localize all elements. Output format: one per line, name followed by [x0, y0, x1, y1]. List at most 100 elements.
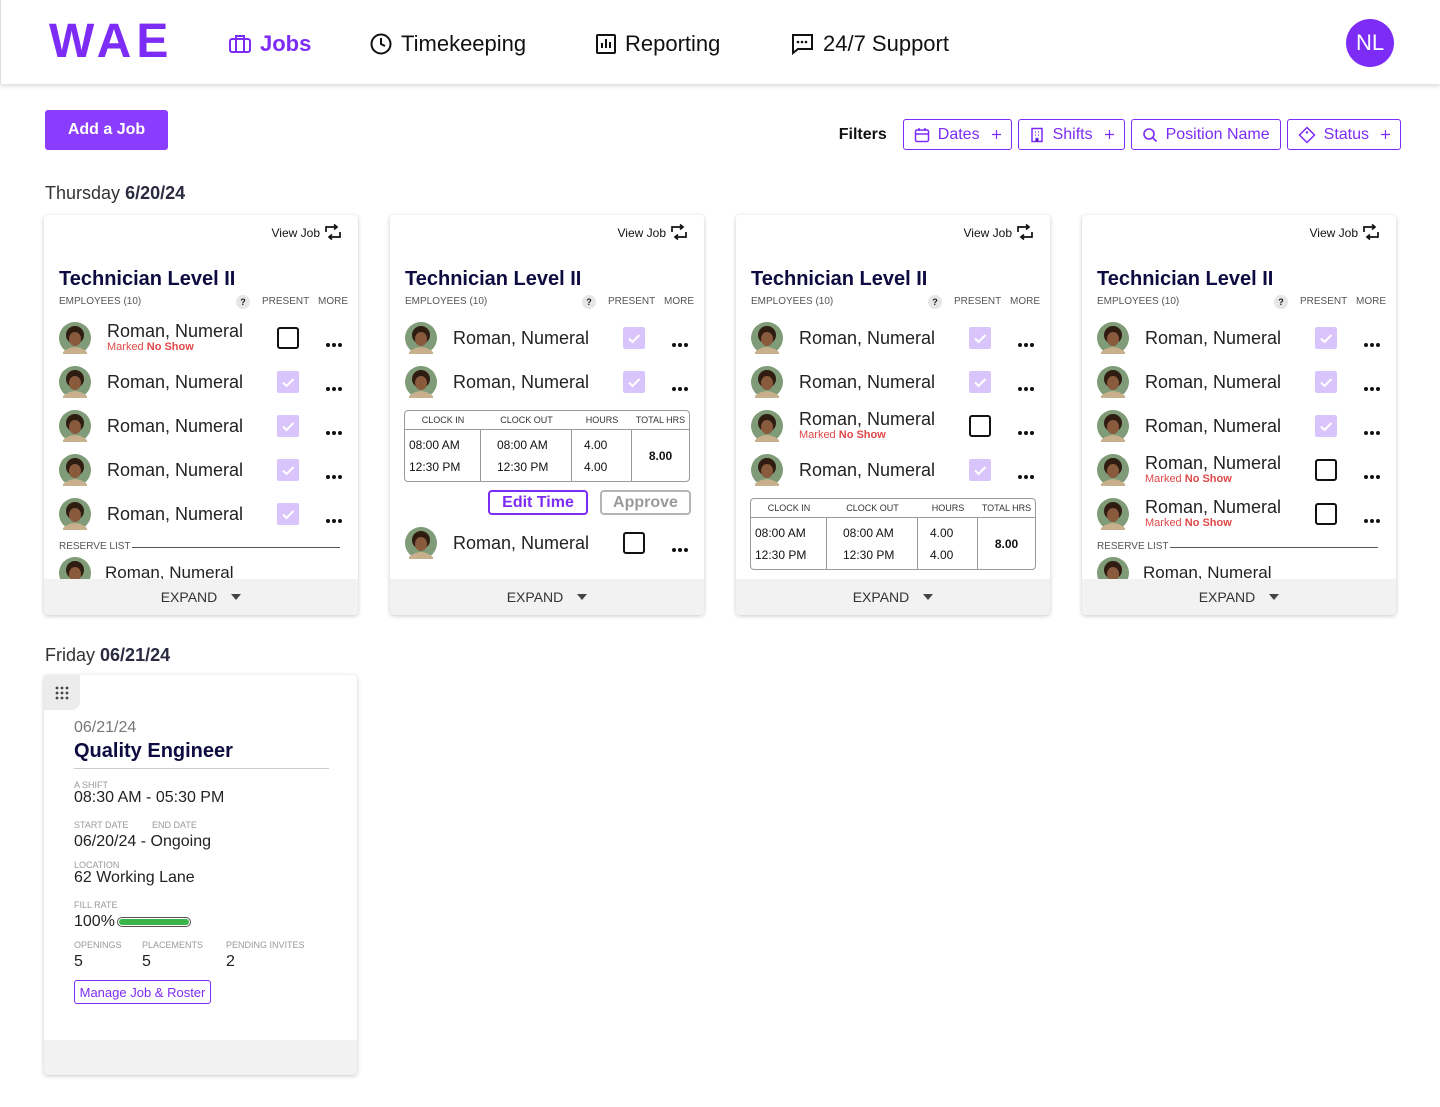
- more-menu[interactable]: [1017, 335, 1035, 353]
- present-checkbox-part-part: [1320, 422, 1333, 432]
- present-checkbox-part: [277, 459, 299, 481]
- column-label: PRESENT: [954, 296, 1002, 307]
- present-checkbox[interactable]: [277, 503, 299, 530]
- help-badge[interactable]: ?: [1274, 295, 1288, 309]
- column-label: EMPLOYEES (10): [751, 296, 834, 307]
- more-menu[interactable]: [671, 335, 689, 353]
- drag-handle[interactable]: [44, 675, 80, 710]
- more-menu[interactable]: [671, 379, 689, 397]
- nav-jobs[interactable]: Jobs: [229, 28, 311, 60]
- repeat-icon[interactable]: [1362, 223, 1380, 245]
- timesheet-header: TOTAL HRS: [632, 411, 689, 430]
- card-footer: [44, 1040, 357, 1075]
- more-menu[interactable]: [1017, 379, 1035, 397]
- help-badge[interactable]: ?: [236, 295, 250, 309]
- fill-bar: [119, 919, 189, 925]
- more-menu[interactable]: [1363, 335, 1381, 353]
- filter-button[interactable]: Shifts: [1017, 119, 1125, 150]
- present-checkbox-part-part: [282, 422, 295, 432]
- more-menu[interactable]: [671, 540, 689, 558]
- present-checkbox-part-part: [974, 466, 987, 476]
- more-menu[interactable]: [1363, 423, 1381, 441]
- edit-time-button[interactable]: Edit Time: [488, 490, 588, 515]
- view-job-link[interactable]: View Job: [963, 226, 1012, 240]
- filter-icon-part-part: [1152, 136, 1157, 142]
- day-heading: Friday 06/21/24: [45, 644, 170, 666]
- employee-avatar-part-part: [755, 479, 779, 486]
- present-checkbox[interactable]: [623, 371, 645, 398]
- employee-name: Roman, Numeral: [107, 321, 244, 341]
- present-checkbox[interactable]: [623, 327, 645, 354]
- column-label: EMPLOYEES (10): [1097, 296, 1180, 307]
- timesheet-cell: 12:30 PM: [497, 459, 549, 474]
- present-checkbox[interactable]: [1315, 503, 1337, 530]
- more-menu[interactable]: [325, 511, 343, 529]
- expand-bar[interactable]: EXPAND: [44, 579, 358, 615]
- more-menu[interactable]: [1363, 511, 1381, 529]
- approve-button[interactable]: Approve: [600, 490, 691, 515]
- more-menu-part-part: [338, 343, 342, 347]
- present-checkbox[interactable]: [969, 459, 991, 486]
- more-menu-part-part: [332, 475, 336, 479]
- more-menu[interactable]: [1363, 379, 1381, 397]
- stat-label: PENDING INVITES: [226, 940, 305, 950]
- more-menu[interactable]: [325, 379, 343, 397]
- repeat-icon[interactable]: [670, 223, 688, 245]
- present-checkbox-part: [277, 415, 299, 437]
- employee-avatar-part-part: [761, 420, 773, 434]
- nav-support[interactable]: 24/7 Support: [790, 28, 949, 60]
- nav-reporting[interactable]: Reporting: [596, 28, 720, 60]
- filter-button[interactable]: Position Name: [1130, 119, 1281, 150]
- more-menu[interactable]: [325, 467, 343, 485]
- add-job-button[interactable]: Add a Job: [45, 110, 168, 150]
- view-job-link[interactable]: View Job: [617, 226, 666, 240]
- more-menu[interactable]: [1017, 467, 1035, 485]
- view-job-link[interactable]: View Job: [1309, 226, 1358, 240]
- employee-avatar: [751, 366, 783, 403]
- present-checkbox[interactable]: [1315, 459, 1337, 486]
- present-checkbox[interactable]: [1315, 327, 1337, 354]
- clock-icon-part: [380, 38, 386, 47]
- more-menu-part-part: [332, 431, 336, 435]
- more-menu[interactable]: [1017, 423, 1035, 441]
- view-job-link[interactable]: View Job: [271, 226, 320, 240]
- column-label: RESERVE LIST: [59, 541, 131, 552]
- more-menu-part: [326, 475, 342, 479]
- help-badge[interactable]: ?: [928, 295, 942, 309]
- filter-button[interactable]: Status: [1286, 119, 1401, 150]
- present-checkbox[interactable]: [1315, 415, 1337, 442]
- plus-icon: [1104, 130, 1114, 139]
- manage-button[interactable]: Manage Job & Roster: [74, 980, 211, 1004]
- present-checkbox[interactable]: [277, 415, 299, 442]
- employee-avatar-part-part: [1101, 347, 1125, 354]
- employee-avatar-part-part: [409, 391, 433, 398]
- timesheet: CLOCK IN CLOCK OUT HOURS TOTAL HRS 08:00 AM 1…: [404, 410, 690, 482]
- present-checkbox[interactable]: [277, 459, 299, 486]
- present-checkbox[interactable]: [969, 415, 991, 442]
- present-checkbox[interactable]: [623, 532, 645, 559]
- present-checkbox[interactable]: [277, 327, 299, 354]
- nav-timekeeping[interactable]: Timekeeping: [370, 28, 526, 60]
- repeat-icon[interactable]: [324, 223, 342, 245]
- help-badge[interactable]: ?: [582, 295, 596, 309]
- expand-bar[interactable]: EXPAND: [390, 579, 704, 615]
- more-menu[interactable]: [1363, 467, 1381, 485]
- filter-icon-part-part: [1305, 130, 1308, 134]
- user-avatar[interactable]: NL: [1346, 19, 1394, 67]
- present-checkbox[interactable]: [969, 327, 991, 354]
- repeat-icon[interactable]: [1016, 223, 1034, 245]
- logo[interactable]: WAE: [49, 15, 174, 68]
- more-menu[interactable]: [325, 335, 343, 353]
- present-checkbox[interactable]: [969, 371, 991, 398]
- chat-icon: [792, 34, 813, 55]
- present-checkbox[interactable]: [277, 371, 299, 398]
- caret-icon: [923, 594, 934, 600]
- expand-bar[interactable]: EXPAND: [736, 579, 1050, 615]
- filter-button[interactable]: Dates: [902, 119, 1012, 150]
- present-checkbox[interactable]: [1315, 371, 1337, 398]
- filters-label: Filters: [838, 125, 887, 143]
- more-menu[interactable]: [325, 423, 343, 441]
- plus-icon-part-part: [991, 130, 1001, 139]
- expand-bar[interactable]: EXPAND: [1082, 579, 1396, 615]
- present-checkbox-part: [969, 415, 991, 437]
